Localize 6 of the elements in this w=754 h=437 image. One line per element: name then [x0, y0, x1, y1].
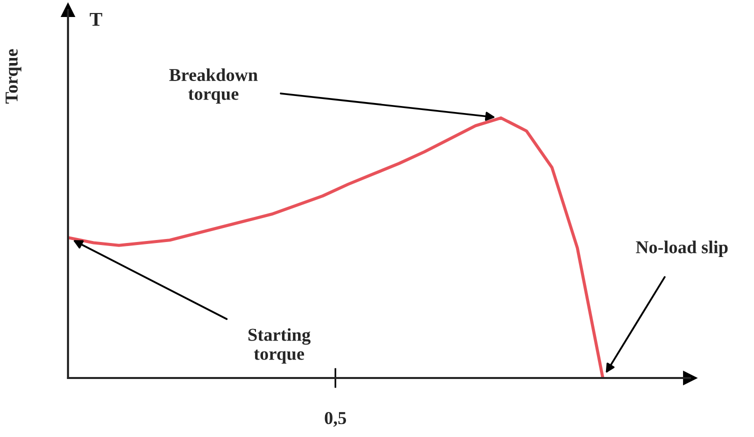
- y-axis-title: Torque: [6, 49, 22, 104]
- text: No-load slip: [636, 240, 728, 258]
- text: T: [90, 12, 102, 26]
- text: 0,5: [324, 412, 346, 427]
- text: Breakdown torque: [169, 68, 258, 104]
- annotation: Starting torque: [248, 328, 311, 364]
